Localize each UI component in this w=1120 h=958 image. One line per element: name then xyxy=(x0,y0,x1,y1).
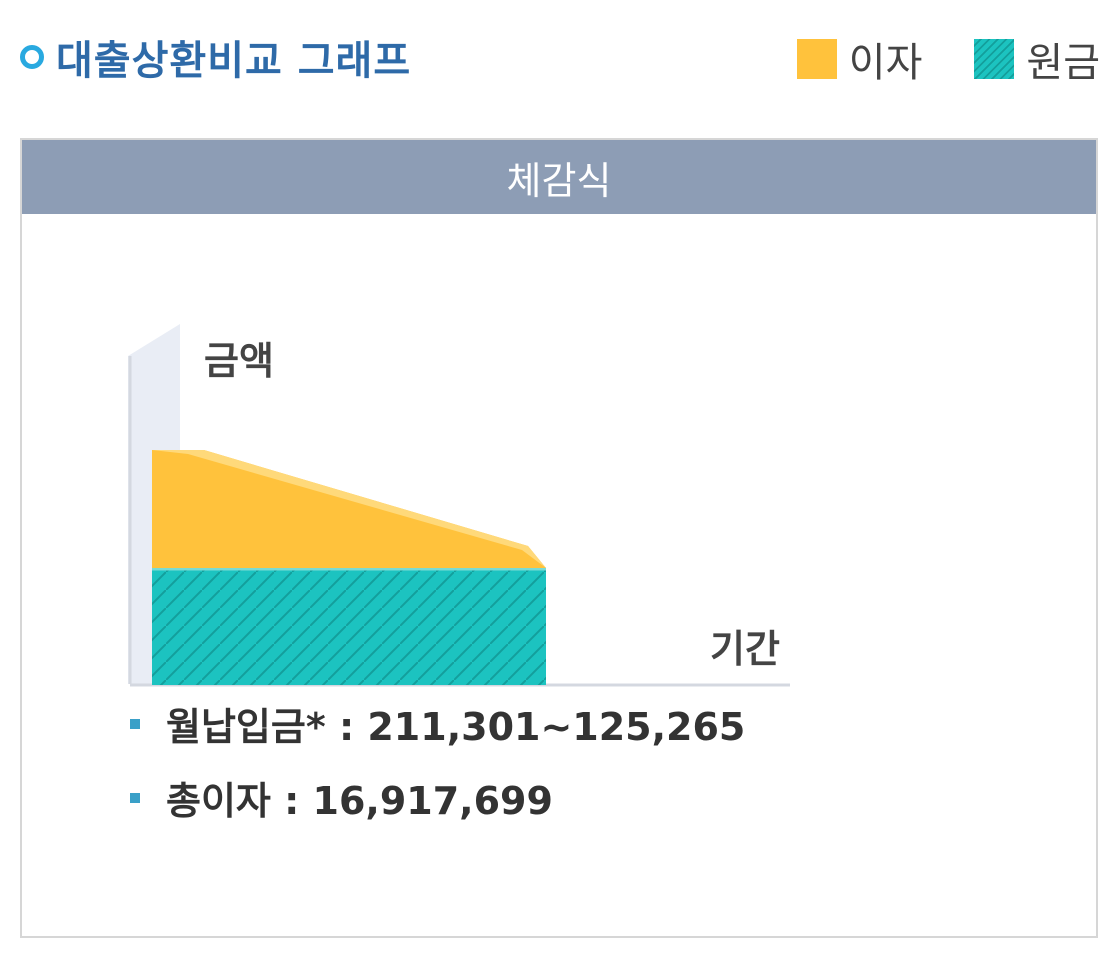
chart-panel: 체감식 금액 기간 월납입금* : 211,301~125,265 총이자 : … xyxy=(20,138,1098,938)
legend-label-principal: 원금 xyxy=(1026,40,1100,86)
legend-item-interest: 이자 xyxy=(796,30,923,88)
legend-label-interest: 이자 xyxy=(848,40,923,86)
header: 대출상환비교 그래프 이자 원금 xyxy=(0,0,1120,110)
square-bullet-icon xyxy=(130,792,140,803)
legend-swatch-interest xyxy=(796,39,837,79)
monthly-payment-row: 월납입금* : 211,301~125,265 xyxy=(130,696,745,751)
legend: 이자 원금 xyxy=(745,30,1100,88)
repayment-chart: 금액 기간 xyxy=(128,324,790,687)
title-group: 대출상환비교 그래프 xyxy=(20,28,411,86)
y-axis-label: 금액 xyxy=(204,339,274,383)
title-bullet-icon xyxy=(20,45,44,69)
legend-item-principal: 원금 xyxy=(974,30,1100,88)
x-axis-label: 기간 xyxy=(710,627,780,671)
interest-area xyxy=(152,450,546,568)
panel-heading: 체감식 xyxy=(22,140,1096,214)
legend-swatch-principal xyxy=(974,39,1015,79)
page-title: 대출상환비교 그래프 xyxy=(56,38,412,84)
square-bullet-icon xyxy=(130,718,140,729)
total-interest-text: 총이자 : 16,917,699 xyxy=(166,779,553,823)
monthly-payment-text: 월납입금* : 211,301~125,265 xyxy=(166,705,746,749)
total-interest-row: 총이자 : 16,917,699 xyxy=(130,770,553,825)
principal-area xyxy=(152,568,546,685)
